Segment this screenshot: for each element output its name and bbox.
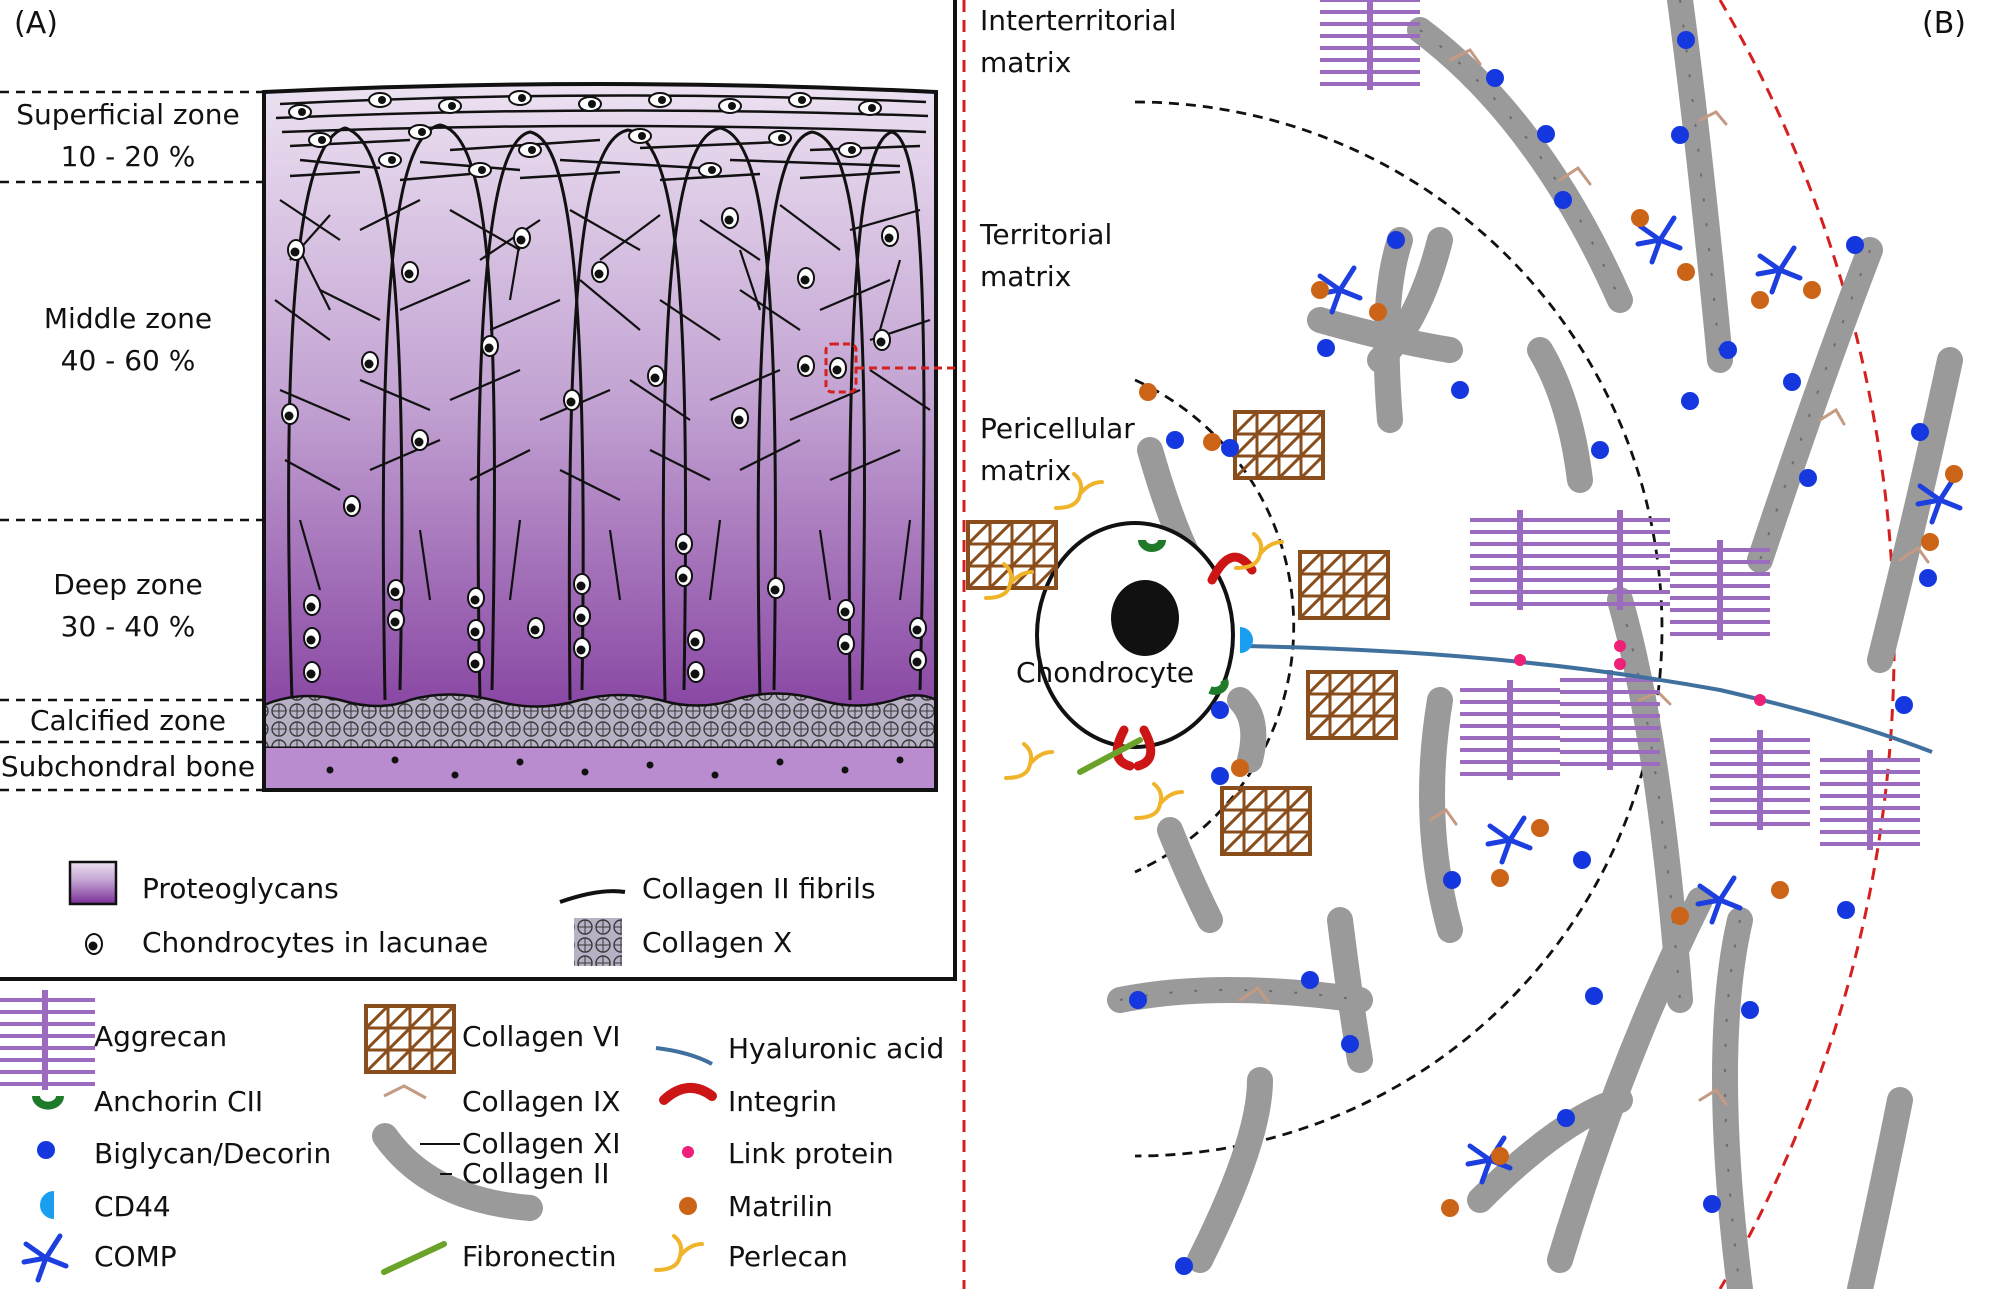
key-aggrecan: Aggrecan bbox=[94, 1020, 228, 1053]
collagen-ii-legend-icon bbox=[559, 889, 626, 904]
superficial-fibrils bbox=[275, 94, 929, 182]
cartilage-outline bbox=[262, 82, 938, 792]
bone-dots bbox=[326, 756, 904, 779]
fibronectin-key-icon bbox=[381, 1241, 447, 1275]
subchondral-bone bbox=[264, 748, 936, 790]
key-link-protein: Link protein bbox=[728, 1137, 894, 1170]
key-hyaluronic-acid: Hyaluronic acid bbox=[728, 1032, 945, 1065]
region-pericellular-line1: Pericellular bbox=[980, 412, 1135, 445]
collagen-ii-key-icon bbox=[372, 1123, 543, 1221]
zone-deep-name: Deep zone bbox=[53, 568, 203, 601]
zone-middle-name: Middle zone bbox=[43, 302, 213, 335]
perlecan-key-icon bbox=[654, 1234, 704, 1272]
zone-calcified-name: Calcified zone bbox=[30, 704, 226, 737]
collagen-vi-key-icon bbox=[364, 1004, 456, 1074]
proteoglycan-matrix bbox=[264, 84, 936, 790]
key-integrin: Integrin bbox=[728, 1085, 838, 1118]
key-collagen-vi: Collagen VI bbox=[462, 1020, 621, 1053]
integrin-key-icon bbox=[659, 1083, 717, 1105]
region-interterritorial-line2: matrix bbox=[980, 46, 1072, 79]
matrilin-key-icon bbox=[679, 1197, 697, 1215]
region-territorial-line2: matrix bbox=[980, 260, 1072, 293]
key-collagen-xi: Collagen XI bbox=[462, 1127, 621, 1160]
panel-b-label: (B) bbox=[1922, 6, 1966, 41]
middle-random-fibrils bbox=[274, 199, 931, 601]
panel-b bbox=[966, 0, 1963, 1289]
legend-chondrocytes: Chondrocytes in lacunae bbox=[142, 926, 489, 959]
panel-a bbox=[0, 0, 960, 981]
region-interterritorial-line1: Interterritorial bbox=[980, 4, 1177, 37]
key-anchorin: Anchorin CII bbox=[94, 1085, 264, 1118]
anchorin-receptor-2 bbox=[1208, 678, 1229, 695]
anchorin-receptor bbox=[1138, 539, 1166, 552]
collagen-x-legend-icon bbox=[574, 918, 622, 966]
key-comp: COMP bbox=[94, 1240, 177, 1273]
legend-proteoglycans: Proteoglycans bbox=[142, 872, 339, 905]
nucleus bbox=[1111, 580, 1179, 656]
cd44-key-icon bbox=[40, 1191, 55, 1219]
chondrocyte-legend-icon bbox=[85, 933, 103, 955]
chondrocyte-label: Chondrocyte bbox=[1016, 656, 1195, 689]
zone-middle-range: 40 - 60 % bbox=[60, 344, 196, 377]
legend-collagen-x: Collagen X bbox=[642, 926, 793, 959]
zone-superficial-range: 10 - 20 % bbox=[60, 140, 196, 173]
anchorin-key-icon bbox=[32, 1095, 64, 1110]
link-protein-key-icon bbox=[682, 1146, 694, 1158]
collagen-xi-pointer bbox=[420, 1143, 460, 1175]
region-territorial-line1: Territorial bbox=[980, 218, 1113, 251]
legend-collagen-ii-fibrils: Collagen II fibrils bbox=[642, 872, 876, 905]
key-perlecan: Perlecan bbox=[728, 1240, 848, 1273]
panel-a-label: (A) bbox=[14, 6, 58, 41]
fibronectin-strand bbox=[1077, 737, 1143, 775]
key-icons bbox=[0, 990, 717, 1280]
zone-separators bbox=[0, 90, 262, 792]
key-fibronectin: Fibronectin bbox=[462, 1240, 617, 1273]
key-cd44: CD44 bbox=[94, 1190, 171, 1223]
calcified-zone bbox=[262, 692, 938, 750]
panel-a-border bbox=[0, 0, 957, 981]
proteoglycans-swatch bbox=[68, 860, 118, 906]
biglycan-key-icon bbox=[37, 1141, 55, 1159]
key-collagen-ii: Collagen II bbox=[462, 1157, 610, 1190]
pericellular-boundary bbox=[1134, 378, 1296, 874]
key-matrilin: Matrilin bbox=[728, 1190, 833, 1223]
collagen-ix-key-icon bbox=[383, 1084, 427, 1100]
comp-key-icon bbox=[24, 1236, 66, 1280]
hyaluronic-acid-key-icon bbox=[655, 1046, 713, 1066]
aggrecan-key-icon bbox=[0, 990, 95, 1090]
link-proteins bbox=[1514, 640, 1766, 706]
cd44-receptor bbox=[1239, 627, 1253, 653]
zoom-boundary-arc bbox=[1718, 0, 1896, 1289]
hyaluronic-acid-chain bbox=[1239, 644, 1933, 754]
matrilins bbox=[1139, 209, 1963, 1217]
zone-deep-range: 30 - 40 % bbox=[60, 610, 196, 643]
territorial-boundary bbox=[1134, 100, 1664, 1158]
region-pericellular-line2: matrix bbox=[980, 454, 1072, 487]
zone-subchondral-name: Subchondral bone bbox=[0, 750, 256, 783]
biglycan-decorin bbox=[1129, 31, 1937, 1275]
zone-superficial-name: Superficial zone bbox=[16, 98, 240, 131]
key-collagen-ix: Collagen IX bbox=[462, 1085, 621, 1118]
key-biglycan: Biglycan/Decorin bbox=[94, 1137, 332, 1170]
